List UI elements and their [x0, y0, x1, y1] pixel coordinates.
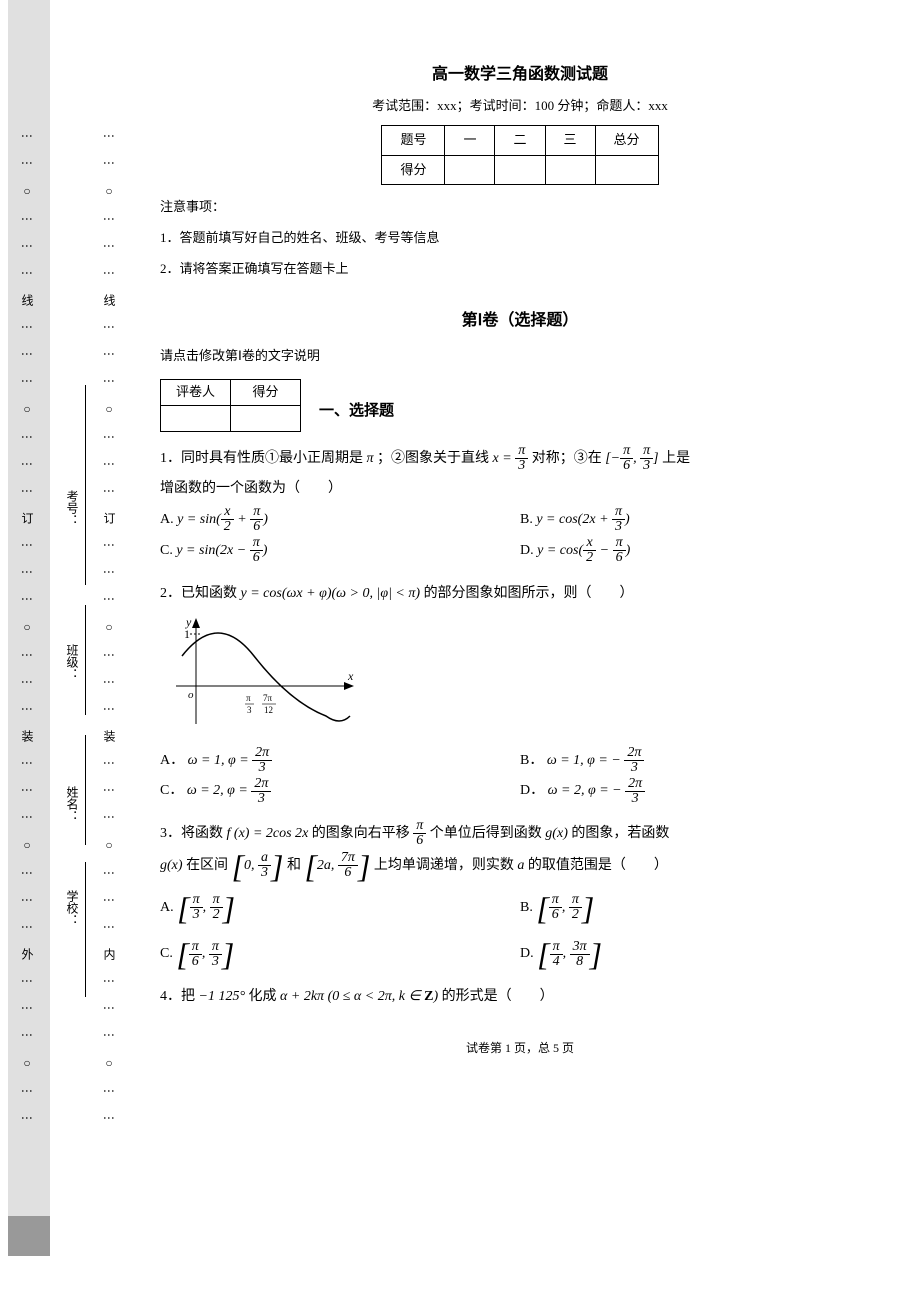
score-col-header: 二: [495, 126, 545, 156]
q1-stem: 1．同时具有性质①最小正周期是: [160, 451, 363, 466]
q1-opt-a: A. y = sin(x2 + π6): [160, 505, 520, 536]
q2-opt-d: D． ω = 2, φ = − 2π3: [520, 776, 880, 807]
q1-stem: 上是: [662, 451, 690, 466]
field-xingming-label: 姓名：: [64, 786, 81, 822]
score-cell: [495, 155, 545, 185]
q3-a: a: [517, 858, 524, 873]
q1-eq: x = π3: [493, 451, 529, 466]
q3-opt-d: D. [π4, 3π8]: [520, 938, 880, 970]
q3-stem: 的取值范围是（ ）: [528, 858, 668, 873]
question-4: 4．把 −1 125° 化成 α + 2kπ (0 ≤ α < 2π, k ∈ …: [160, 982, 880, 1013]
q3-stem: 上均单调递增，则实数: [374, 858, 514, 873]
svg-text:12: 12: [264, 705, 273, 715]
q3-int1: [0, a3]: [232, 858, 284, 873]
notice-item: 2．请将答案正确填写在答题卡上: [160, 257, 880, 282]
exam-subtitle: 考试范围：xxx；考试时间：100 分钟；命题人：xxx: [160, 94, 880, 119]
q1-opt-b: B. y = cos(2x + π3): [520, 505, 880, 536]
table-row: 评卷人 得分: [161, 379, 301, 405]
score-col-header: 一: [445, 126, 495, 156]
q3-gx2: g(x): [160, 858, 183, 873]
dotted-line-inner: ⋮ ⋮ ○ ⋮ ⋮ ⋮ 线 ⋮ ⋮ ⋮ ○ ⋮ ⋮ ⋮ 订 ⋮ ⋮ ⋮ ○ ⋮ …: [104, 10, 118, 1250]
dotted-line-outer: ⋮ ⋮ ○ ⋮ ⋮ ⋮ 线 ⋮ ⋮ ⋮ ○ ⋮ ⋮ ⋮ 订 ⋮ ⋮ ⋮ ○ ⋮ …: [22, 10, 36, 1250]
q3-fx: f (x) = 2cos 2x: [227, 826, 309, 841]
table-row: 题号 一 二 三 总分: [382, 126, 658, 156]
q1-opt-c: C. y = sin(2x − π6): [160, 536, 520, 567]
score-col-header: 题号: [382, 126, 445, 156]
q2-opt-c: C． ω = 2, φ = 2π3: [160, 776, 520, 807]
q3-stem: 的图象，若函数: [571, 826, 669, 841]
graph-label-1: 1: [184, 627, 190, 641]
q1-opt-d: D. y = cos(x2 − π6): [520, 536, 880, 567]
table-row: [161, 405, 301, 431]
q3-opt-a: A. [π3, π2]: [160, 892, 520, 924]
svg-text:π: π: [246, 693, 251, 703]
q3-stem: 3．将函数: [160, 826, 223, 841]
q2-opt-a: A． ω = 1, φ = 2π3: [160, 746, 520, 777]
page-content: 高一数学三角函数测试题 考试范围：xxx；考试时间：100 分钟；命题人：xxx…: [140, 0, 920, 1080]
graph-y-label: y: [185, 616, 192, 629]
score-cell: [445, 155, 495, 185]
grader-table: 评卷人 得分: [160, 379, 301, 432]
field-line: [85, 862, 86, 997]
field-banji-label: 班级：: [64, 644, 81, 680]
field-line: [85, 735, 86, 845]
question-3: 3．将函数 f (x) = 2cos 2x 的图象向右平移 π6 个单位后得到函…: [160, 819, 880, 970]
q3-int2: [2a, 7π6]: [304, 858, 370, 873]
q3-stem: 和: [287, 858, 301, 873]
q2-stem: 的部分图象如图所示，则（ ）: [424, 586, 634, 601]
score-table: 题号 一 二 三 总分 得分: [381, 125, 658, 185]
q1-stem: 对称；③在: [532, 451, 602, 466]
q1-interval: [−π6, π3]: [605, 451, 658, 466]
question-1: 1．同时具有性质①最小正周期是 π ；②图象关于直线 x = π3 对称；③在 …: [160, 444, 880, 567]
notice-item: 1．答题前填写好自己的姓名、班级、考号等信息: [160, 226, 880, 251]
q1-stem: ；②图象关于直线: [377, 451, 489, 466]
svg-text:o: o: [188, 689, 194, 701]
field-line: [85, 385, 86, 585]
score-cell: [595, 155, 658, 185]
notice-heading: 注意事项：: [160, 195, 880, 220]
svg-text:7π: 7π: [263, 693, 273, 703]
section-1-title: 第Ⅰ卷（选择题）: [160, 306, 880, 336]
q2-stem: 2．已知函数: [160, 586, 237, 601]
q2-eq: y = cos(ωx + φ)(ω > 0, |φ| < π): [241, 586, 421, 601]
field-xuexiao-label: 学校：: [64, 890, 81, 926]
binding-margin: ⋮ ⋮ ○ ⋮ ⋮ ⋮ 线 ⋮ ⋮ ⋮ ○ ⋮ ⋮ ⋮ 订 ⋮ ⋮ ⋮ ○ ⋮ …: [0, 0, 140, 1080]
score-col-header: 总分: [595, 126, 658, 156]
q2-graph: 1 y x o π 3 7π 12: [168, 616, 358, 736]
q1-stem: 增函数的一个函数为（ ）: [160, 481, 342, 496]
q3-opt-c: C. [π6, π3]: [160, 938, 520, 970]
pi-symbol: π: [367, 451, 374, 466]
q3-opt-b: B. [π6, π2]: [520, 892, 880, 924]
graph-x-label: x: [347, 669, 354, 683]
exam-title: 高一数学三角函数测试题: [160, 60, 880, 90]
q3-stem: 个单位后得到函数: [430, 826, 542, 841]
svg-text:3: 3: [247, 705, 252, 715]
q3-gx: g(x): [545, 826, 568, 841]
q4-stem: 4．把 −1 125° 化成 α + 2kπ (0 ≤ α < 2π, k ∈ …: [160, 989, 554, 1004]
question-2: 2．已知函数 y = cos(ωx + φ)(ω > 0, |φ| < π) 的…: [160, 579, 880, 807]
q3-stem: 在区间: [186, 858, 228, 873]
section-1-note: 请点击修改第Ⅰ卷的文字说明: [160, 344, 880, 369]
grader-header: 得分: [231, 379, 301, 405]
q3-stem: 的图象向右平移: [312, 826, 410, 841]
grader-header: 评卷人: [161, 379, 231, 405]
q2-opt-b: B． ω = 1, φ = − 2π3: [520, 746, 880, 777]
score-col-header: 三: [545, 126, 595, 156]
score-row-label: 得分: [382, 155, 445, 185]
table-row: 得分: [382, 155, 658, 185]
page-footer: 试卷第 1 页，总 5 页: [160, 1037, 880, 1060]
field-line: [85, 605, 86, 715]
field-kaohao-label: 考号：: [64, 490, 81, 526]
score-cell: [545, 155, 595, 185]
